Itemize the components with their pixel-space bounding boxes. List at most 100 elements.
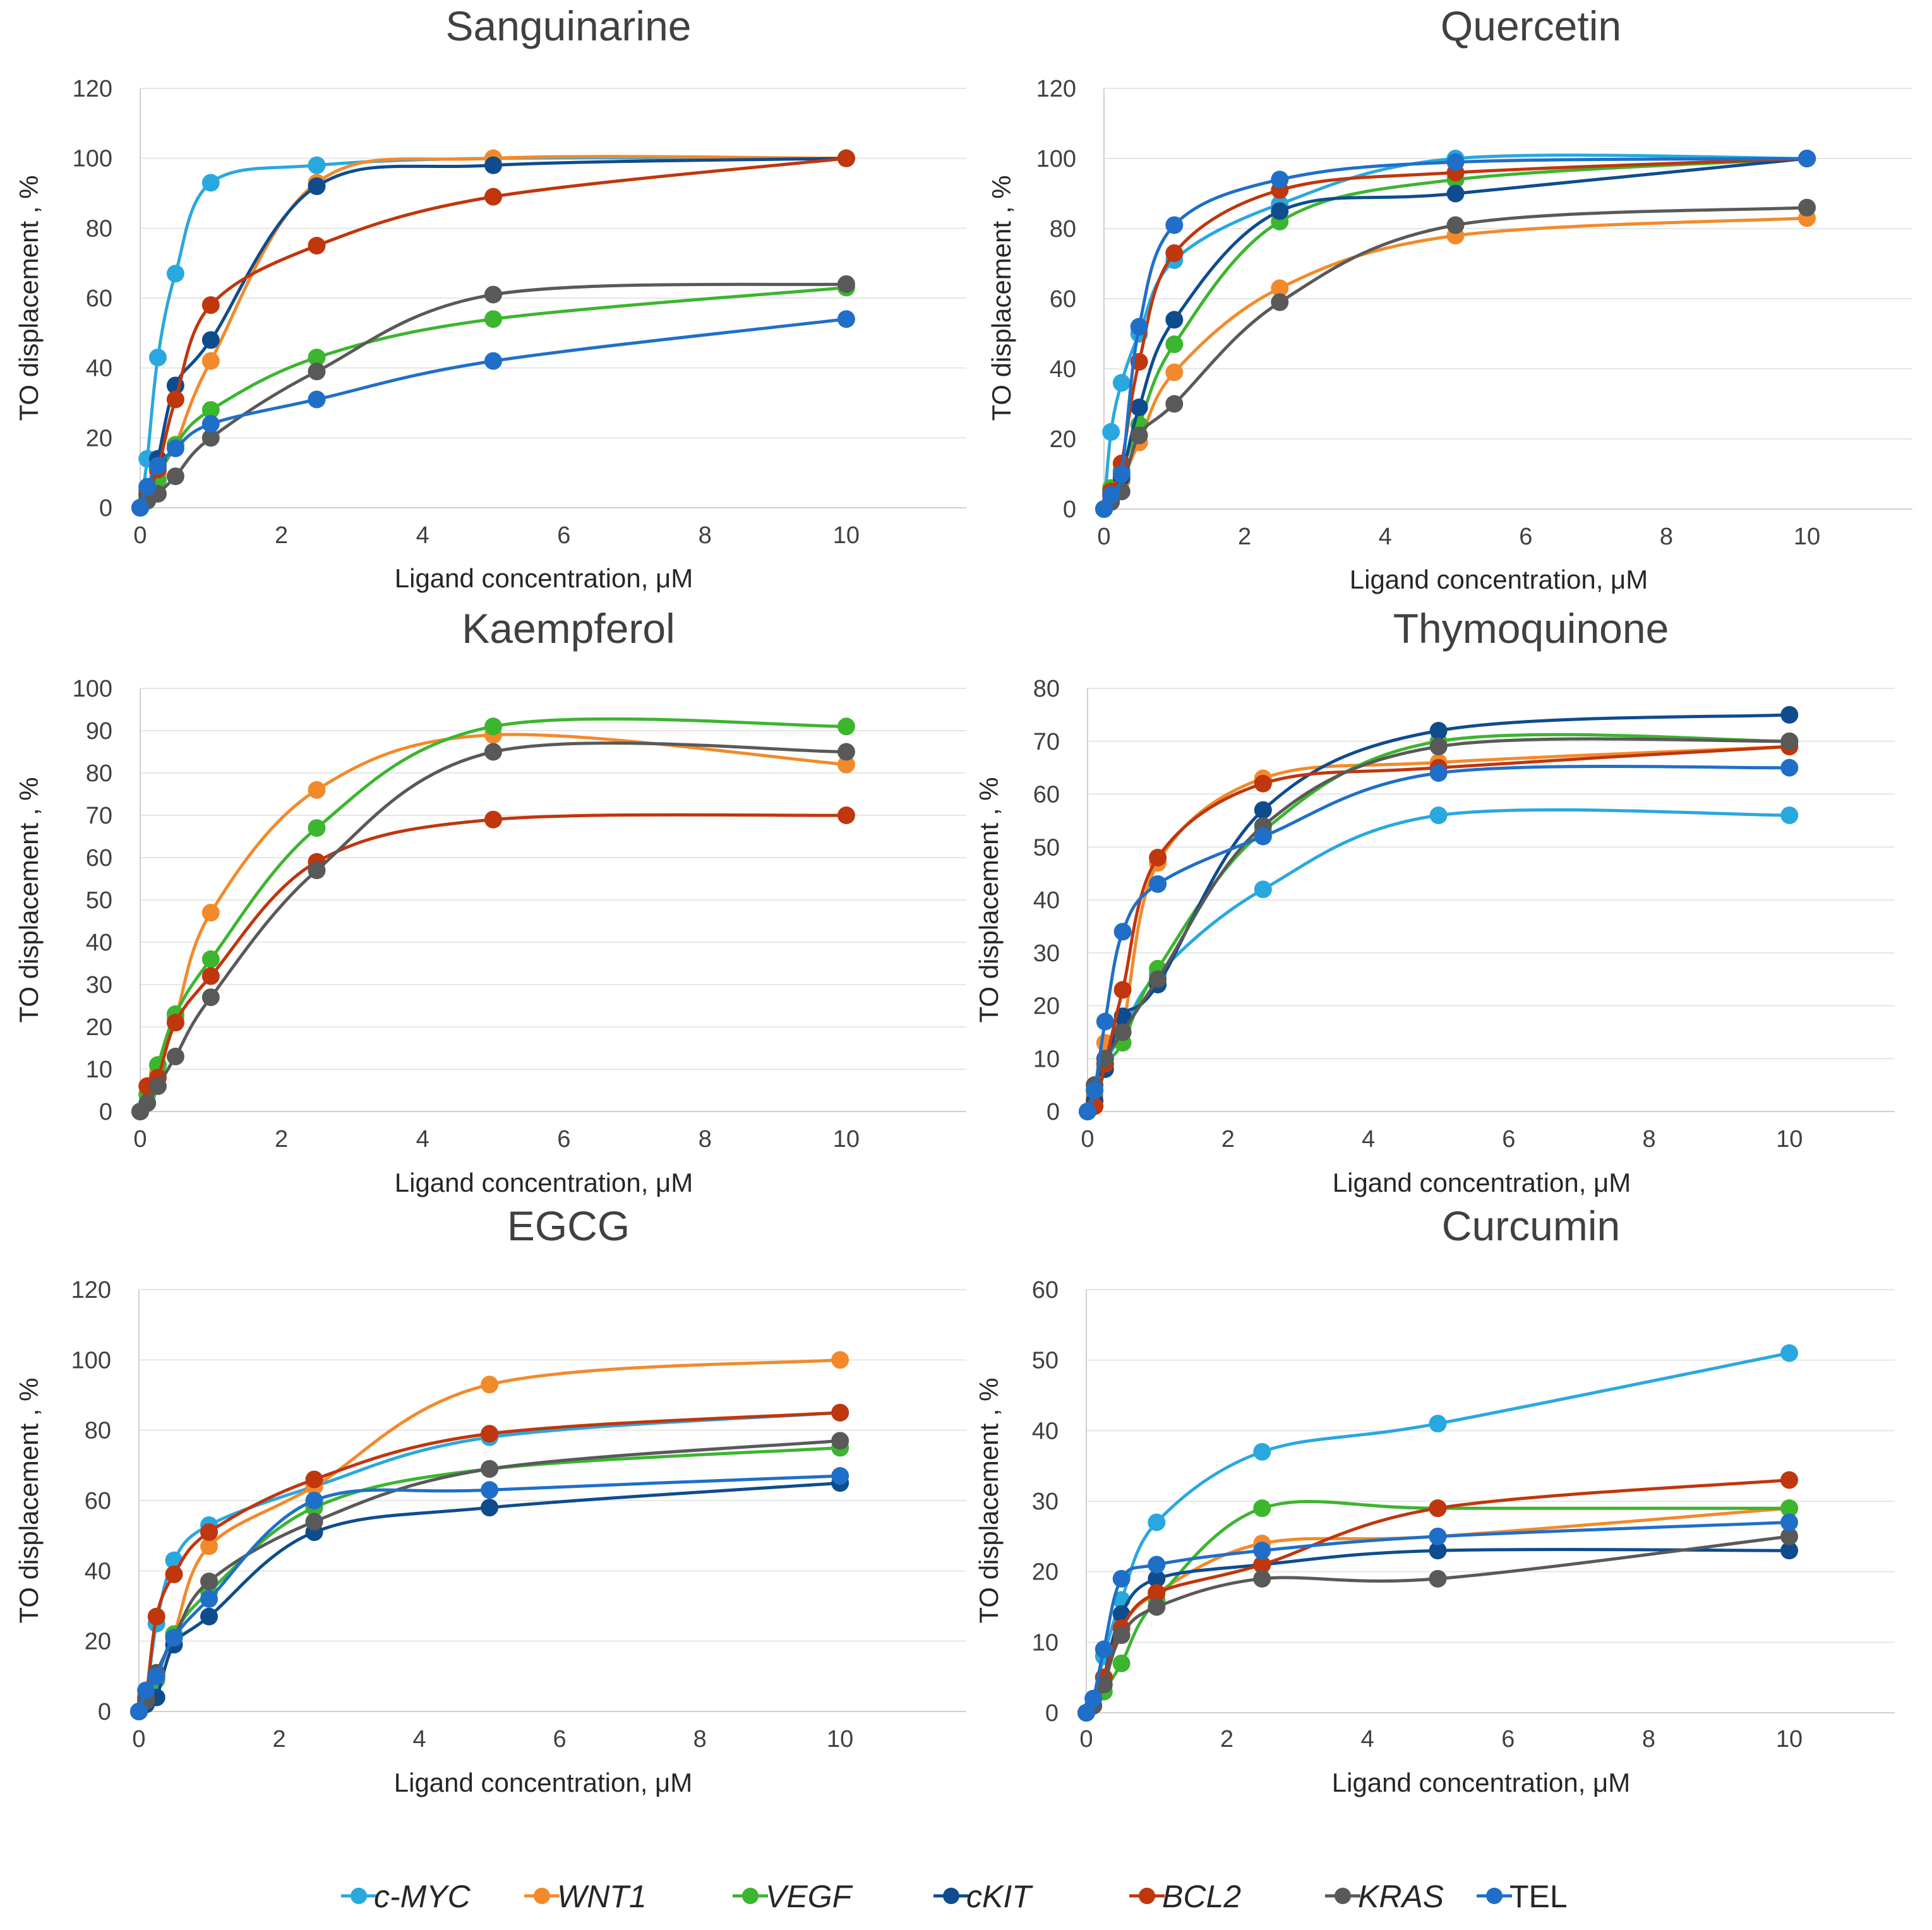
x-tick-label: 6 <box>553 1726 567 1753</box>
series-kras <box>131 741 855 1120</box>
data-point <box>1253 1542 1271 1560</box>
x-tick-label: 2 <box>272 1726 285 1753</box>
data-point <box>165 1565 183 1583</box>
data-point <box>201 296 220 315</box>
series-bcl2 <box>131 806 855 1120</box>
y-tick-label: 60 <box>1033 782 1060 808</box>
y-tick-label: 50 <box>1032 1348 1059 1374</box>
data-point <box>1102 486 1120 504</box>
x-tick-label: 2 <box>275 522 288 549</box>
chart-title: EGCG <box>507 1202 630 1249</box>
x-tick-label: 10 <box>833 522 860 549</box>
data-point <box>837 275 855 293</box>
series-vegf <box>131 717 855 1120</box>
x-tick-label: 0 <box>1081 1126 1094 1153</box>
y-tick-label: 100 <box>73 146 112 172</box>
data-point <box>1798 198 1816 217</box>
x-tick-label: 0 <box>133 1126 147 1153</box>
legend-item-kras: KRAS <box>1325 1879 1444 1914</box>
data-point <box>484 717 502 736</box>
legend-item-c-myc: c-MYC <box>341 1879 471 1914</box>
data-point <box>484 352 502 370</box>
series-kras <box>1079 732 1799 1120</box>
y-tick-label: 10 <box>86 1057 112 1083</box>
data-point <box>201 950 220 968</box>
data-point <box>1429 722 1448 740</box>
data-point <box>308 819 326 837</box>
data-point <box>131 499 149 517</box>
y-tick-label: 20 <box>1033 993 1060 1020</box>
series-line <box>138 156 848 510</box>
y-tick-label: 120 <box>1036 76 1076 102</box>
legend-marker <box>943 1888 959 1904</box>
data-point <box>1130 399 1148 417</box>
y-tick-label: 60 <box>86 285 112 312</box>
data-point <box>1780 806 1799 824</box>
x-tick-label: 8 <box>1642 1126 1655 1153</box>
chart-curcumin: 0 10 20 30 40 50 60 0 2 4 6 8 10 Curcumin Ligand conce… <box>974 1202 1895 1797</box>
x-axis-label: Ligand concentration, μM <box>395 1168 693 1197</box>
y-tick-label: 40 <box>86 356 112 382</box>
data-point <box>1446 184 1465 203</box>
data-point <box>166 1047 184 1065</box>
data-point <box>1253 1499 1271 1518</box>
series-tel <box>1079 758 1799 1120</box>
data-point <box>1113 981 1132 999</box>
data-point <box>837 717 855 736</box>
y-tick-label: 60 <box>86 845 112 872</box>
data-point <box>481 1499 499 1517</box>
series-line <box>1086 745 1791 1113</box>
data-point <box>1149 970 1167 988</box>
series-kras <box>1095 198 1816 518</box>
data-point <box>1112 1569 1131 1588</box>
data-point <box>1429 764 1448 782</box>
y-tick-label: 0 <box>98 1699 111 1725</box>
series-line <box>138 733 848 1113</box>
chart-title: Sanguinarine <box>446 3 692 49</box>
data-point <box>1112 465 1131 483</box>
y-tick-label: 120 <box>73 76 112 102</box>
y-tick-label: 70 <box>1033 729 1060 755</box>
legend-item-ckit: cKIT <box>933 1879 1033 1914</box>
data-point <box>484 156 502 174</box>
y-tick-label: 60 <box>85 1488 111 1514</box>
data-point <box>837 743 855 761</box>
legend-marker <box>351 1888 367 1904</box>
chart-title: Kaempferol <box>462 605 675 652</box>
y-tick-label: 0 <box>99 495 112 522</box>
y-tick-label: 80 <box>86 760 112 787</box>
x-tick-label: 0 <box>1079 1726 1093 1753</box>
x-tick-label: 8 <box>699 1126 712 1153</box>
series-line <box>137 1411 842 1713</box>
data-point <box>308 177 326 195</box>
data-point <box>484 188 502 206</box>
data-point <box>1112 1654 1131 1672</box>
data-point <box>308 390 326 409</box>
data-point <box>1149 849 1167 866</box>
series-line <box>1084 1535 1791 1715</box>
x-tick-label: 10 <box>1794 524 1820 550</box>
data-point <box>1165 395 1184 413</box>
series-wnt1 <box>1095 209 1816 518</box>
legend-item-bcl2: BCL2 <box>1129 1879 1241 1914</box>
data-point <box>481 1481 499 1499</box>
legend-label: WNT1 <box>557 1879 647 1914</box>
series-wnt1 <box>131 726 855 1120</box>
y-tick-label: 80 <box>1033 676 1060 702</box>
x-tick-label: 6 <box>1501 1726 1515 1753</box>
y-tick-label: 40 <box>1033 887 1060 914</box>
x-tick-label: 10 <box>833 1126 860 1153</box>
y-tick-label: 20 <box>1032 1559 1059 1586</box>
chart-title: Curcumin <box>1442 1202 1620 1249</box>
data-point <box>1165 335 1184 354</box>
x-tick-label: 8 <box>1660 524 1673 550</box>
y-tick-label: 60 <box>1032 1277 1059 1304</box>
y-tick-label: 50 <box>1033 834 1060 861</box>
data-point <box>1254 801 1272 819</box>
chart-quercetin: 0 20 40 60 80 100 120 0 2 4 6 8 10 Quercetin Ligand co… <box>987 3 1912 594</box>
data-point <box>1148 1584 1166 1602</box>
data-point <box>200 1607 219 1626</box>
series-line <box>137 1358 842 1713</box>
data-point <box>1253 1442 1271 1461</box>
x-axis-label: Ligand concentration, μM <box>1350 565 1648 594</box>
